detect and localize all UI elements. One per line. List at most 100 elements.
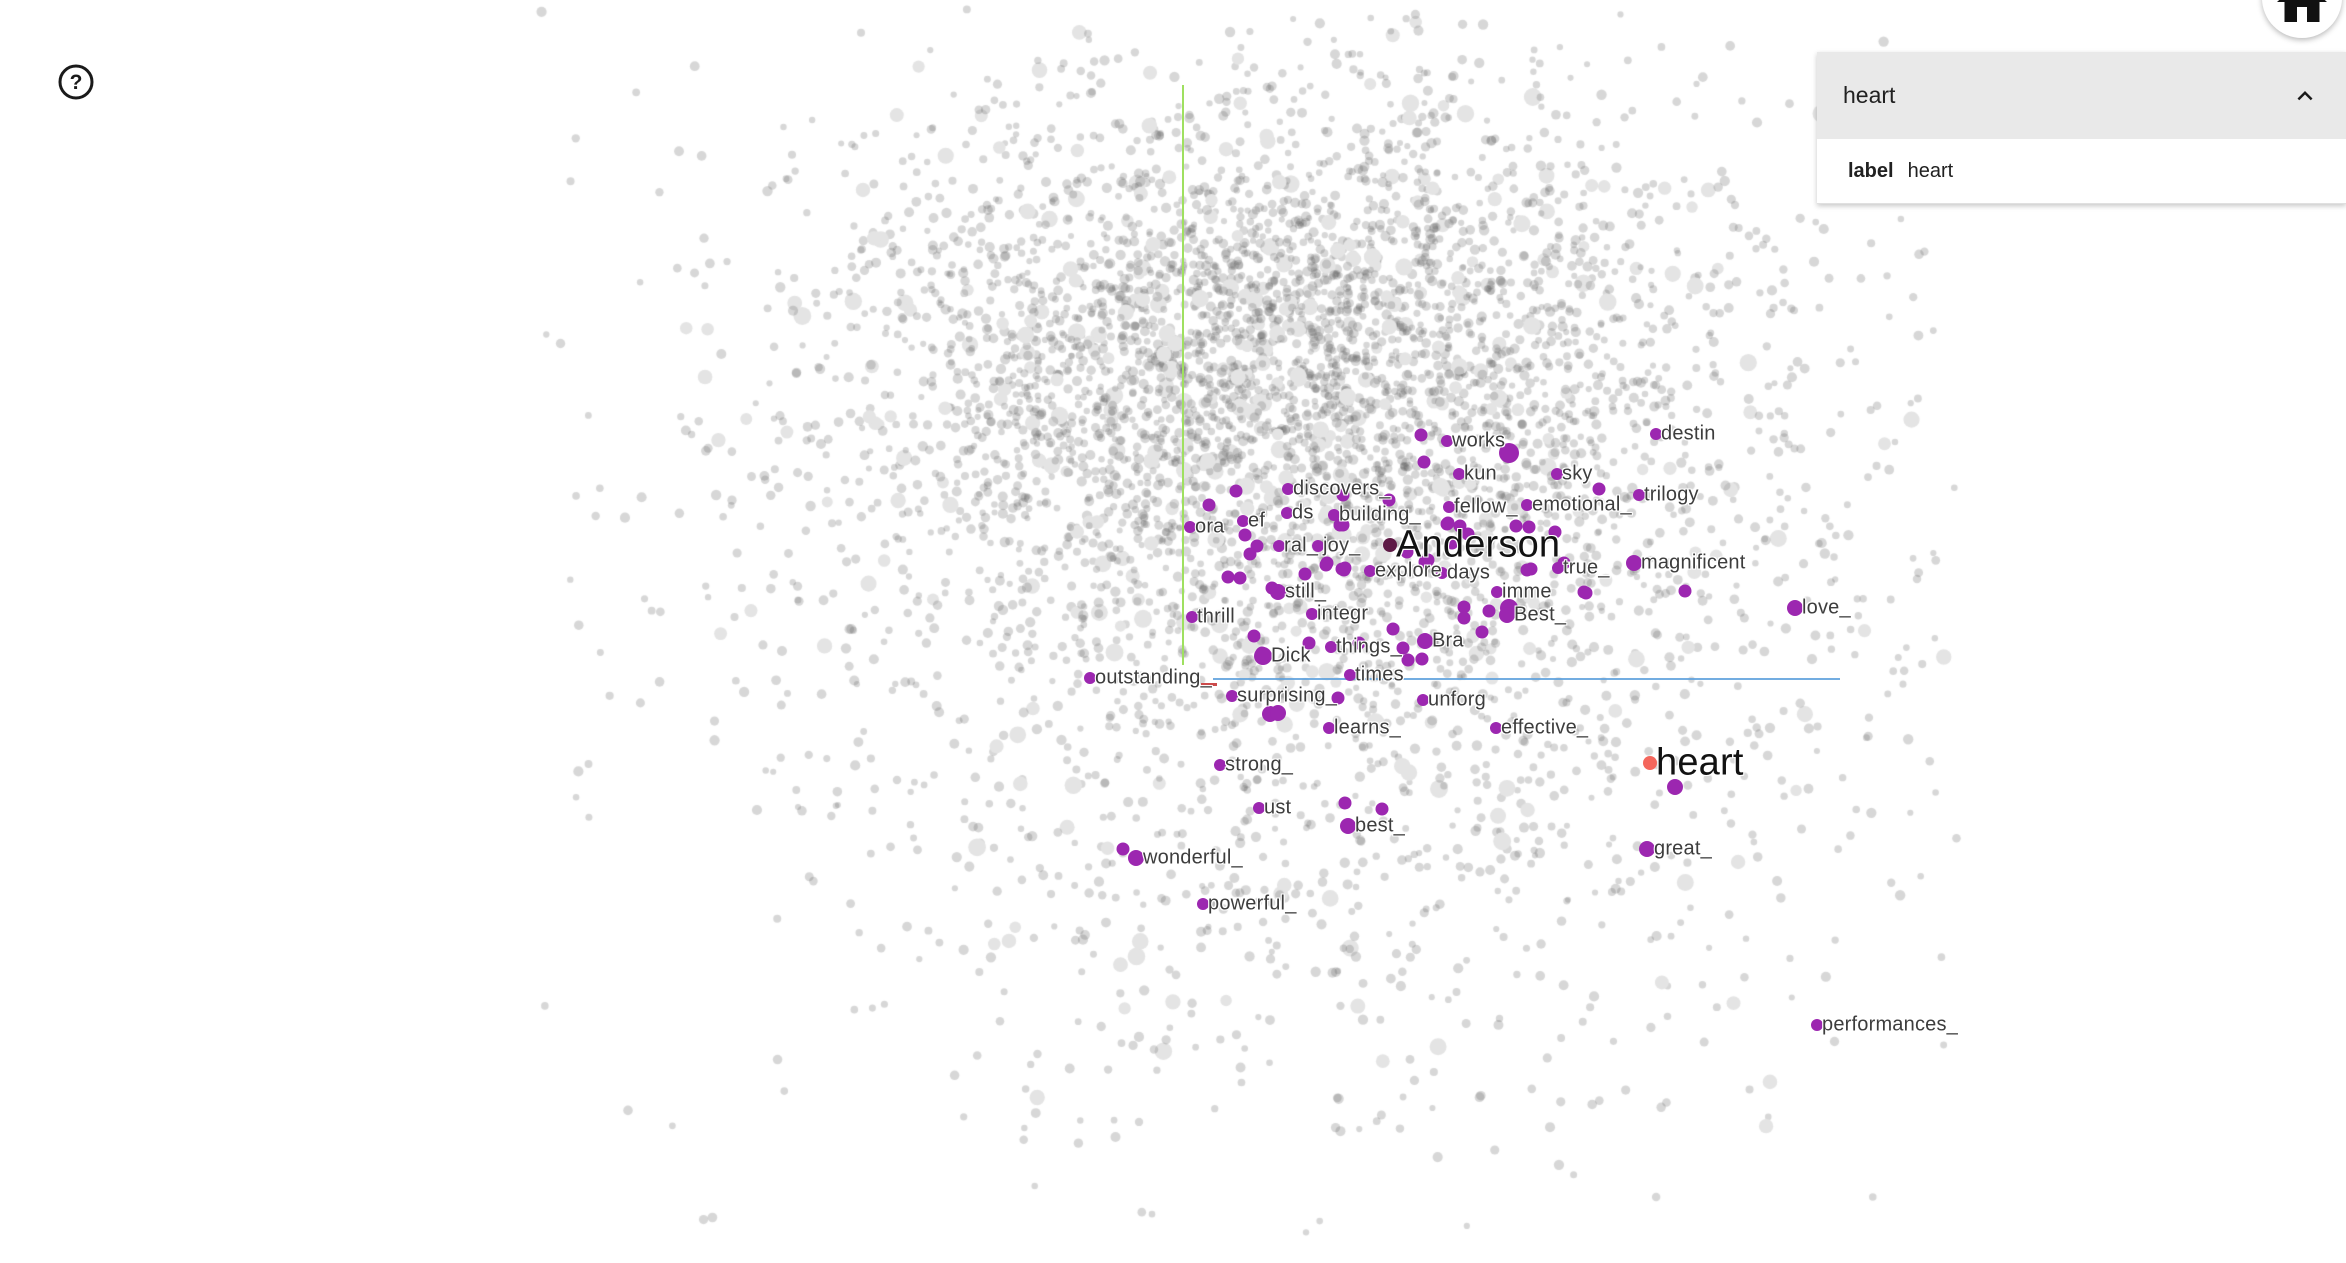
data-point[interactable] [1302, 636, 1316, 650]
data-point[interactable] [1116, 842, 1130, 856]
data-point[interactable] [1382, 493, 1396, 507]
point-label: best_ [1355, 814, 1405, 837]
point-label: trilogy [1644, 483, 1699, 506]
data-point[interactable] [1184, 521, 1196, 533]
data-point[interactable] [1214, 759, 1226, 771]
data-point[interactable] [1491, 586, 1503, 598]
data-point[interactable] [1312, 540, 1324, 552]
data-point[interactable] [1270, 705, 1286, 721]
data-point[interactable] [1344, 669, 1356, 681]
data-point[interactable] [1811, 1019, 1823, 1031]
data-point[interactable] [1441, 435, 1453, 447]
data-point[interactable] [1650, 428, 1662, 440]
data-point[interactable] [1639, 841, 1655, 857]
data-point[interactable] [1667, 779, 1683, 795]
search-result-header[interactable]: heart [1817, 52, 2346, 139]
data-point[interactable] [1243, 547, 1257, 561]
data-point[interactable] [1453, 468, 1465, 480]
data-point[interactable] [1352, 636, 1366, 650]
data-point[interactable] [1320, 556, 1334, 570]
data-point[interactable] [1417, 694, 1429, 706]
data-point[interactable] [1084, 672, 1096, 684]
data-point[interactable] [1233, 571, 1247, 585]
data-point[interactable] [1383, 538, 1397, 552]
data-point[interactable] [1445, 536, 1459, 550]
data-point[interactable] [1482, 604, 1496, 618]
home-button[interactable] [2262, 0, 2342, 38]
data-point[interactable] [1202, 498, 1216, 512]
data-point[interactable] [1197, 898, 1209, 910]
data-point[interactable] [1386, 622, 1400, 636]
data-point[interactable] [1592, 482, 1606, 496]
data-point[interactable] [1364, 565, 1376, 577]
data-point[interactable] [1229, 484, 1243, 498]
data-point[interactable] [1461, 527, 1475, 541]
data-point[interactable] [1436, 567, 1448, 579]
data-point[interactable] [1333, 518, 1347, 532]
data-point[interactable] [1325, 641, 1337, 653]
data-point[interactable] [1270, 584, 1286, 600]
data-point[interactable] [1490, 722, 1502, 734]
data-point[interactable] [1548, 525, 1562, 539]
data-point[interactable] [1282, 483, 1294, 495]
point-label: learns_ [1334, 716, 1401, 739]
data-point[interactable] [1499, 607, 1515, 623]
data-point[interactable] [1417, 455, 1431, 469]
data-point[interactable] [1323, 722, 1335, 734]
data-point[interactable] [1443, 501, 1455, 513]
data-point[interactable] [1520, 563, 1534, 577]
data-point[interactable] [1453, 519, 1467, 533]
point-label: true_ [1563, 556, 1610, 579]
data-point[interactable] [1281, 507, 1293, 519]
data-point[interactable] [1522, 520, 1536, 534]
point-label: magnificent [1641, 551, 1746, 574]
data-point[interactable] [1457, 611, 1471, 625]
chevron-up-icon[interactable] [2290, 81, 2320, 111]
data-point[interactable] [1457, 600, 1471, 614]
data-point[interactable] [1340, 818, 1356, 834]
data-point[interactable] [1787, 600, 1803, 616]
data-point[interactable] [1626, 555, 1642, 571]
data-point[interactable] [1509, 519, 1523, 533]
data-point[interactable] [1552, 562, 1564, 574]
data-point[interactable] [1421, 553, 1435, 567]
data-point[interactable] [1521, 499, 1533, 511]
point-label: Best_ [1514, 603, 1567, 626]
data-point[interactable] [1678, 584, 1692, 598]
data-point[interactable] [1396, 641, 1410, 655]
data-point[interactable] [1475, 625, 1489, 639]
help-button[interactable]: ? [57, 63, 95, 101]
data-point[interactable] [1273, 540, 1285, 552]
data-point[interactable] [1401, 653, 1415, 667]
data-point[interactable] [1128, 850, 1144, 866]
data-point[interactable] [1247, 629, 1261, 643]
data-point[interactable] [1186, 611, 1198, 623]
data-point[interactable] [1417, 633, 1433, 649]
search-query-text: heart [1843, 82, 1896, 108]
data-point[interactable] [1643, 756, 1657, 770]
data-point[interactable] [1338, 561, 1352, 575]
data-point[interactable] [1499, 443, 1519, 463]
data-point[interactable] [1633, 489, 1645, 501]
data-point[interactable] [1328, 509, 1340, 521]
data-point[interactable] [1441, 516, 1455, 530]
data-point[interactable] [1306, 608, 1318, 620]
data-point[interactable] [1331, 691, 1345, 705]
data-point[interactable] [1336, 488, 1350, 502]
data-point[interactable] [1414, 428, 1428, 442]
data-point[interactable] [1415, 652, 1429, 666]
data-point[interactable] [1226, 690, 1238, 702]
data-point[interactable] [1577, 585, 1591, 599]
data-point[interactable] [1298, 567, 1312, 581]
data-point[interactable] [1400, 545, 1414, 559]
data-point[interactable] [1238, 528, 1252, 542]
data-point[interactable] [1221, 570, 1235, 584]
data-point[interactable] [1338, 796, 1352, 810]
data-point[interactable] [1254, 647, 1272, 665]
data-point[interactable] [1237, 515, 1249, 527]
data-point[interactable] [1253, 802, 1265, 814]
data-point[interactable] [1375, 802, 1389, 816]
data-point[interactable] [1551, 468, 1563, 480]
